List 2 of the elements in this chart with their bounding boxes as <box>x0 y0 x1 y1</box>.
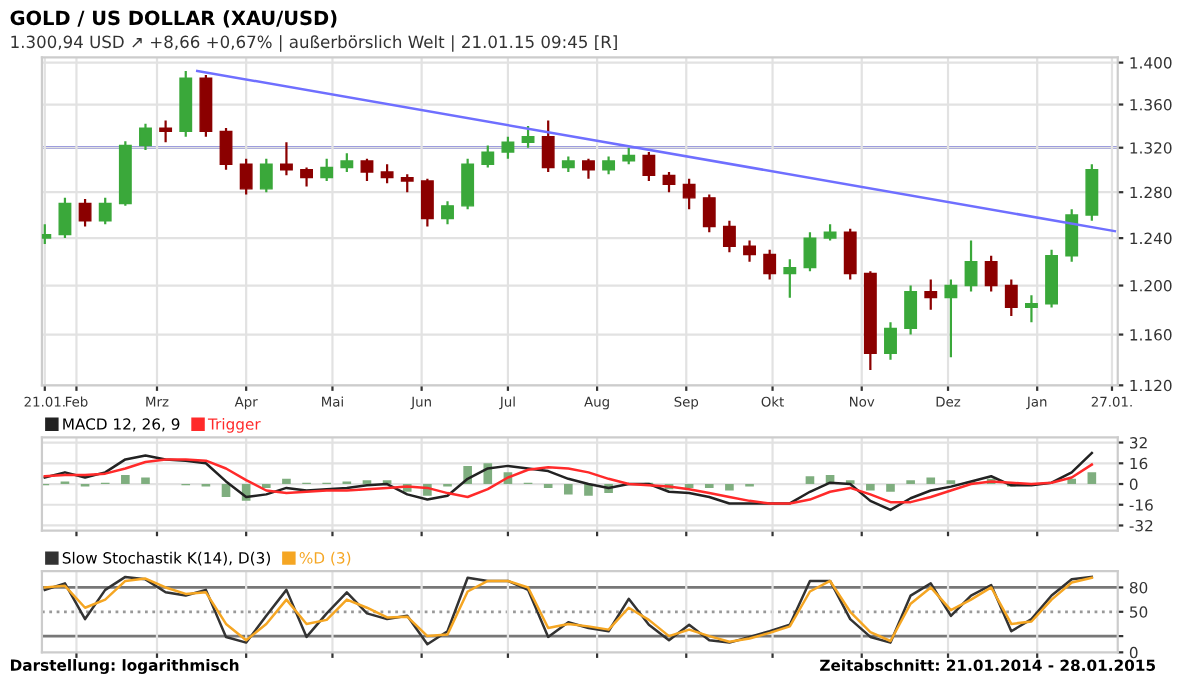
chart-subtitle: 1.300,94 USD ↗ +8,66 +0,67% | außerbörslich Welt | 21.01.15 09:45 [R] <box>11 35 617 52</box>
chart-title: GOLD / US DOLLAR (XAU/USD) <box>10 10 337 28</box>
